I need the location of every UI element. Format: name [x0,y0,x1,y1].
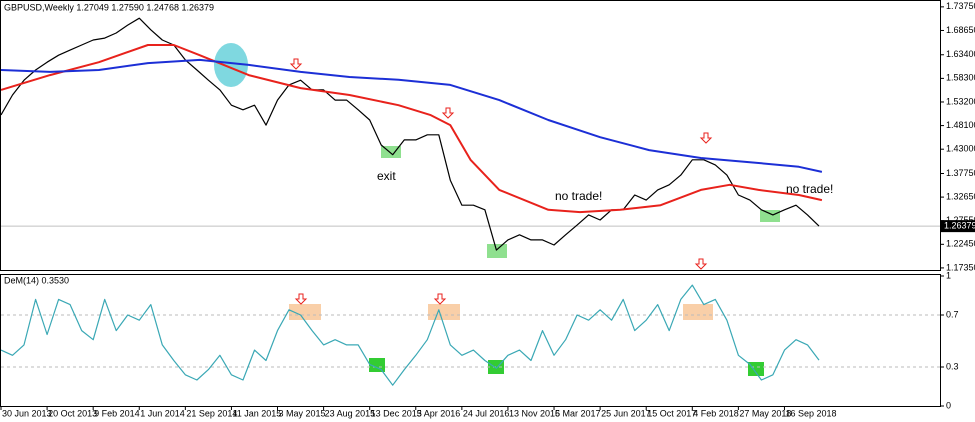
chart-title: GBPUSD,Weekly 1.27049 1.27590 1.24768 1.… [4,2,214,12]
panel-frame [0,0,941,271]
down-arrow [289,58,303,70]
y-tick-label: 1.32650 [946,191,975,201]
y-tick-label: 0.3 [946,361,959,371]
x-tick-label: 4 Feb 2018 [693,408,739,418]
series-line [0,284,820,386]
down-arrow [294,293,308,305]
price-label-box [941,220,975,233]
y-tick-label: 1.43000 [946,144,975,154]
x-tick-label: 1 Jun 2014 [140,408,185,418]
signal-box [487,244,507,258]
indicator-title: DeM(14) 0.3530 [4,275,69,285]
down-arrow [433,293,447,305]
annotation: no trade! [555,189,602,203]
x-tick-label: 3 May 2015 [279,408,326,418]
x-tick-label: 25 Jun 2017 [601,408,651,418]
x-tick-label: 23 Aug 2015 [325,408,376,418]
annotation: no trade! [786,182,833,196]
y-tick-label: 1.58300 [946,73,975,83]
arrows [289,58,713,305]
y-tick-label: 0 [946,400,951,410]
signal-box [289,304,321,320]
x-tick-label: 21 Sep 2014 [186,408,237,418]
highlight-ellipse [214,43,248,87]
x-tick-label: 5 Mar 2017 [555,408,601,418]
x-tick-label: 13 Nov 2016 [509,408,560,418]
series-line [0,17,820,251]
x-tick-label: 30 Jun 2013 [2,408,52,418]
down-arrow [694,258,708,270]
price-label: 1.26379 [944,220,975,230]
panel-frame [0,274,941,407]
signal-box [760,210,780,222]
y-tick-label: 1.63400 [946,49,975,59]
y-tick-label: 1 [946,270,951,280]
y-tick-label: 1.17350 [946,262,975,272]
x-tick-label: 13 Dec 2015 [371,408,422,418]
signal-box [428,304,460,320]
x-tick-label: 11 Jan 2015 [232,408,281,418]
series-line [0,44,823,214]
down-arrow [699,132,713,144]
series-line [0,58,823,173]
x-tick-label: 24 Jul 2016 [463,408,510,418]
y-tick-label: 1.27550 [946,215,975,225]
y-tick-label: 0.7 [946,309,959,319]
y-tick-label: 1.53200 [946,96,975,106]
signal-box [748,362,764,376]
y-tick-label: 1.68650 [946,25,975,35]
y-tick-label: 1.22450 [946,239,975,249]
marks [0,17,940,386]
x-tick-label: 3 Apr 2016 [417,408,461,418]
down-arrow [441,107,455,119]
annotation: exit [377,169,396,183]
signal-box [369,358,385,372]
x-tick-label: 15 Oct 2017 [647,408,696,418]
y-tick-label: 1.73750 [946,1,975,11]
x-tick-label: 9 Feb 2014 [94,408,140,418]
signal-box [683,304,713,320]
x-tick-label: 20 Oct 2013 [48,408,97,418]
y-tick-label: 1.37750 [946,168,975,178]
y-tick-label: 1.48100 [946,120,975,130]
x-tick-label: 27 May 2018 [739,408,791,418]
x-tick-label: 16 Sep 2018 [785,408,836,418]
